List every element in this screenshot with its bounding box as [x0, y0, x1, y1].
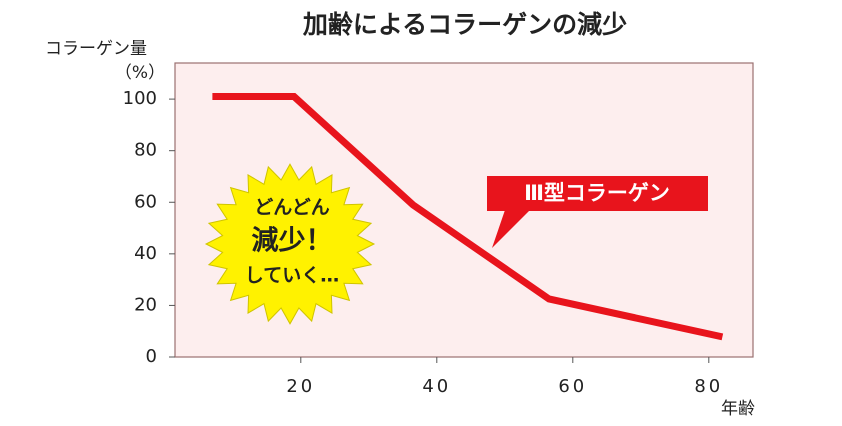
y-tick-label: 20 [134, 294, 157, 315]
callout-text: Ⅲ型コラーゲン [524, 181, 670, 205]
x-tick-label: 40 [422, 376, 451, 397]
chart-title: 加齢によるコラーゲンの減少 [302, 10, 627, 39]
y-tick-label: 80 [134, 140, 157, 161]
y-tick-label: 60 [134, 191, 157, 212]
y-tick-label: 0 [146, 346, 157, 367]
burst-text: 減少！ [252, 226, 333, 257]
x-tick-label: 60 [558, 376, 587, 397]
y-tick-label: 40 [134, 243, 157, 264]
callout-box [487, 176, 708, 211]
burst-text: していく… [245, 265, 339, 287]
x-tick-label: 80 [694, 376, 723, 397]
x-axis-label: 年齢 [721, 399, 755, 419]
y-axis-label: コラーゲン量 [45, 39, 147, 59]
y-axis-unit: （%） [115, 63, 165, 83]
data-line [212, 93, 724, 341]
x-tick-label: 20 [286, 376, 315, 397]
marks: 0 20 40 60 80 100 20 40 60 80 [123, 88, 724, 397]
burst-text: どんどん [254, 197, 329, 219]
starburst [204, 163, 376, 325]
callout-tail [492, 210, 530, 248]
y-tick-label: 100 [123, 88, 157, 109]
